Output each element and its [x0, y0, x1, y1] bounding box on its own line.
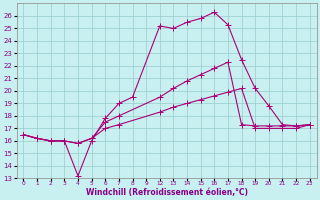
X-axis label: Windchill (Refroidissement éolien,°C): Windchill (Refroidissement éolien,°C)	[85, 188, 248, 197]
